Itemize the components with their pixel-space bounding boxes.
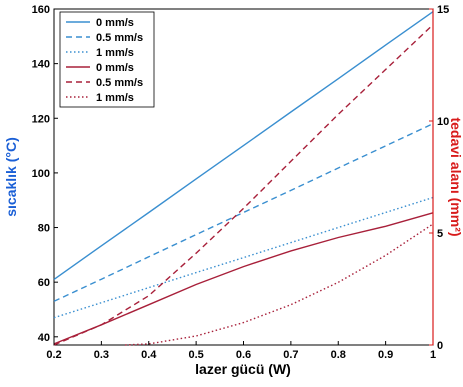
x-tick-label: 0.6 — [236, 349, 251, 361]
y-left-tick-label: 60 — [38, 277, 50, 289]
y-axis-left-label: sıcaklık (°C) — [3, 137, 19, 217]
y-right-tick-label: 15 — [437, 4, 449, 16]
legend-entry: 1 mm/s — [96, 47, 134, 59]
y-left-tick-label: 160 — [32, 4, 50, 16]
x-tick-label: 0.5 — [188, 349, 203, 361]
x-tick-label: 0.7 — [283, 349, 298, 361]
y-right-tick-label: 10 — [437, 116, 449, 128]
series-layer — [53, 11, 434, 346]
legend-entry: 0 mm/s — [96, 62, 134, 74]
legend-box — [59, 11, 155, 108]
x-tick-label: 1 — [430, 349, 436, 361]
y-left-tick-label: 120 — [32, 113, 50, 125]
y-left-tick-label: 40 — [38, 332, 50, 344]
legend-entry: 0.5 mm/s — [96, 32, 143, 44]
series-line-left-1 — [53, 11, 434, 280]
legend-entry: 0.5 mm/s — [96, 77, 143, 89]
series-line-right-6 — [125, 223, 434, 346]
x-axis-label: lazer gücü (W) — [195, 361, 291, 377]
y-left-tick-label: 100 — [32, 168, 50, 180]
series-line-right-4 — [53, 212, 434, 345]
y-right-tick-label: 5 — [437, 228, 443, 240]
series-line-right-5 — [53, 24, 434, 346]
y-right-tick-label: 0 — [437, 340, 443, 352]
y-left-tick-label: 80 — [38, 223, 50, 235]
x-tick-label: 0.3 — [94, 349, 109, 361]
x-tick-label: 0.4 — [141, 349, 157, 361]
legend: 0 mm/s 0.5 mm/s 1 mm/s 0 mm/s 0.5 mm/s 1 mm/s — [59, 11, 155, 108]
x-tick-label: 0.2 — [46, 349, 61, 361]
x-tick-label: 0.9 — [378, 349, 393, 361]
legend-entry: 1 mm/s — [96, 92, 134, 104]
y-axis-right-label: tedavi alanı (mm²) — [448, 117, 463, 236]
axes-layer: 0.2 0.3 0.4 0.5 0.6 0.7 0.8 0.9 1406080100120140… — [32, 4, 450, 361]
x-tick-label: 0.8 — [331, 349, 346, 361]
legend-entry: 0 mm/s — [96, 17, 134, 29]
y-left-tick-label: 140 — [32, 59, 50, 71]
